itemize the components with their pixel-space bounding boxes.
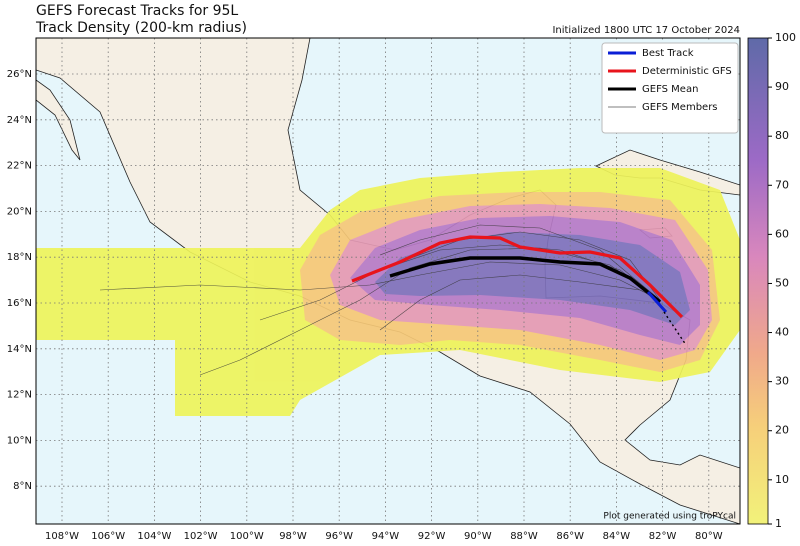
lon-label: 84°W: [603, 531, 631, 542]
lon-label: 82°W: [649, 531, 677, 542]
lon-labels: 108°W 106°W 104°W 102°W 100°W 98°W 96°W 94°W 92°…: [45, 531, 723, 542]
lat-label: 18°N: [7, 252, 32, 263]
lat-label: 10°N: [7, 435, 32, 446]
legend-label: Best Track: [642, 48, 694, 59]
lon-label: 80°W: [695, 531, 723, 542]
legend-label: GEFS Mean: [642, 84, 698, 95]
lon-label: 102°W: [184, 531, 218, 542]
gefs-members: [99, 224, 661, 376]
init-time: Initialized 1800 UTC 17 October 2024: [552, 25, 740, 36]
lon-label: 88°W: [510, 531, 538, 542]
lat-label: 14°N: [7, 344, 32, 355]
colorbar-tick-label: 90: [775, 80, 789, 93]
lat-label: 8°N: [13, 481, 32, 492]
lat-labels: 26°N 24°N 22°N 20°N 18°N 16°N 14°N 12°N 10°N 8°N: [7, 69, 32, 492]
best-track: [646, 290, 668, 314]
legend-box: [601, 42, 739, 134]
colorbar-tick-label: 20: [775, 424, 789, 437]
colorbar-tick-label: 1: [775, 517, 782, 530]
colorbar-ramp: [747, 37, 769, 525]
mean-track: [389, 256, 662, 304]
colorbar: 1 10 20 30 40 50 60 70 80 90 100: [747, 31, 796, 530]
legend: Best Track Deterministic GFS GEFS Mean G…: [601, 42, 739, 134]
title: GEFS Forecast Tracks for 95L: [36, 3, 238, 19]
map-frame: [35, 37, 741, 525]
legend-label: Deterministic GFS: [642, 66, 732, 77]
lat-label: 16°N: [7, 298, 32, 309]
lon-label: 96°W: [325, 531, 353, 542]
colorbar-tick-label: 60: [775, 227, 789, 240]
colorbar-tick-label: 70: [775, 178, 789, 191]
lat-label: 24°N: [7, 115, 32, 126]
colorbar-tick-label: 50: [775, 276, 789, 289]
colorbar-tick-label: 80: [775, 129, 789, 142]
lon-label: 104°W: [137, 531, 171, 542]
colorbar-tick-label: 30: [775, 375, 789, 388]
best-track-projection: [663, 311, 687, 346]
lon-label: 92°W: [418, 531, 446, 542]
lon-label: 94°W: [372, 531, 400, 542]
deterministic-track: [351, 235, 684, 319]
colorbar-tick-label: 40: [775, 326, 789, 339]
lat-label: 26°N: [7, 69, 32, 80]
lat-label: 12°N: [7, 390, 32, 401]
colorbar-tick-label: 100: [775, 31, 796, 44]
lon-label: 98°W: [279, 531, 307, 542]
colorbar-tick-label: 10: [775, 473, 789, 486]
lat-label: 22°N: [7, 161, 32, 172]
credit: Plot generated using troPYcal: [603, 512, 736, 522]
legend-label: GEFS Members: [642, 102, 718, 113]
lat-label: 20°N: [7, 206, 32, 217]
lon-label: 90°W: [464, 531, 492, 542]
lon-label: 106°W: [91, 531, 125, 542]
subtitle: Track Density (200-km radius): [35, 20, 247, 36]
lon-label: 108°W: [45, 531, 79, 542]
lon-label: 86°W: [556, 531, 584, 542]
lon-label: 100°W: [230, 531, 264, 542]
